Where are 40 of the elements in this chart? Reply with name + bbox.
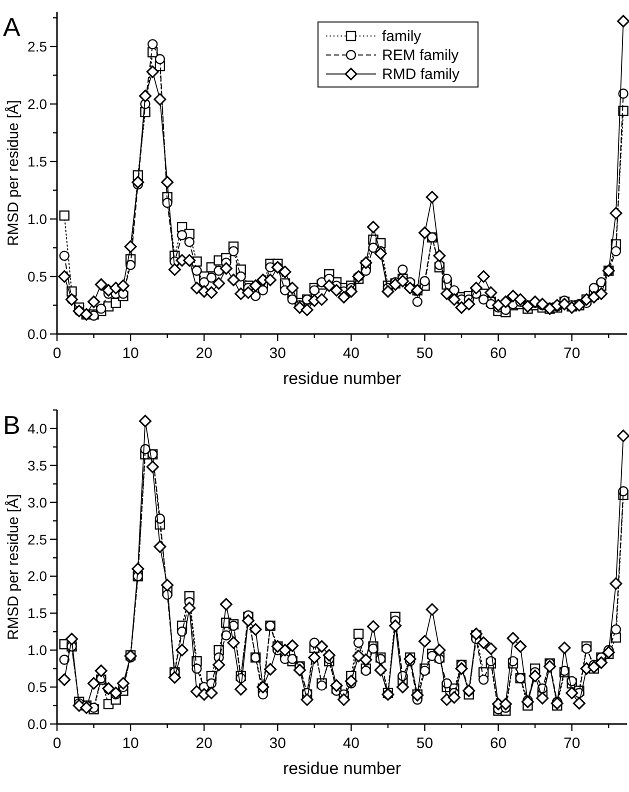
x-tick-label: 10 — [122, 345, 139, 362]
x-tick-label: 60 — [490, 345, 507, 362]
legend-label: family — [382, 28, 422, 45]
x-tick-label: 0 — [52, 735, 62, 752]
y-tick-label: 1.0 — [28, 211, 48, 227]
y-axis-title: RMSD per residue [Å] — [4, 494, 22, 640]
legend-label: REM family — [382, 47, 460, 64]
x-axis-title: residue number — [282, 369, 402, 388]
y-tick-label: 3.5 — [28, 457, 48, 474]
chart-title: B — [3, 410, 20, 440]
y-tick-label: 0.5 — [28, 268, 48, 284]
x-tick-label: 70 — [563, 735, 580, 752]
x-tick-label: 30 — [269, 735, 286, 752]
y-tick-label: 2.5 — [28, 531, 48, 548]
y-tick-label: 1.5 — [28, 605, 48, 622]
y-axis-title: RMSD per residue [Å] — [4, 100, 22, 246]
y-tick-label: 4.0 — [28, 420, 48, 436]
y-tick-label: 2.0 — [28, 568, 48, 584]
y-tick-label: 3.0 — [28, 494, 48, 510]
x-tick-label: 60 — [490, 735, 507, 752]
y-tick-label: 1.0 — [28, 642, 48, 658]
x-tick-label: 0 — [52, 345, 62, 362]
x-axis-title: residue number — [282, 759, 402, 778]
y-tick-label: 2.0 — [28, 96, 48, 112]
x-tick-label: 20 — [196, 735, 212, 752]
y-tick-label: 2.5 — [28, 38, 48, 54]
x-tick-label: 50 — [416, 345, 434, 362]
y-tick-label: 1.5 — [28, 154, 48, 170]
y-tick-label: 0.5 — [28, 679, 48, 696]
chart-title: A — [3, 12, 21, 42]
x-tick-label: 40 — [342, 735, 360, 752]
x-tick-label: 40 — [342, 345, 360, 362]
x-tick-label: 50 — [416, 735, 434, 752]
x-tick-label: 70 — [563, 345, 580, 362]
y-tick-label: 0.0 — [28, 326, 48, 342]
x-tick-label: 10 — [122, 735, 139, 752]
x-tick-label: 20 — [196, 345, 212, 362]
x-tick-label: 30 — [269, 345, 286, 362]
y-tick-label: 0.0 — [28, 716, 48, 732]
legend-label: RMD family — [382, 66, 460, 83]
